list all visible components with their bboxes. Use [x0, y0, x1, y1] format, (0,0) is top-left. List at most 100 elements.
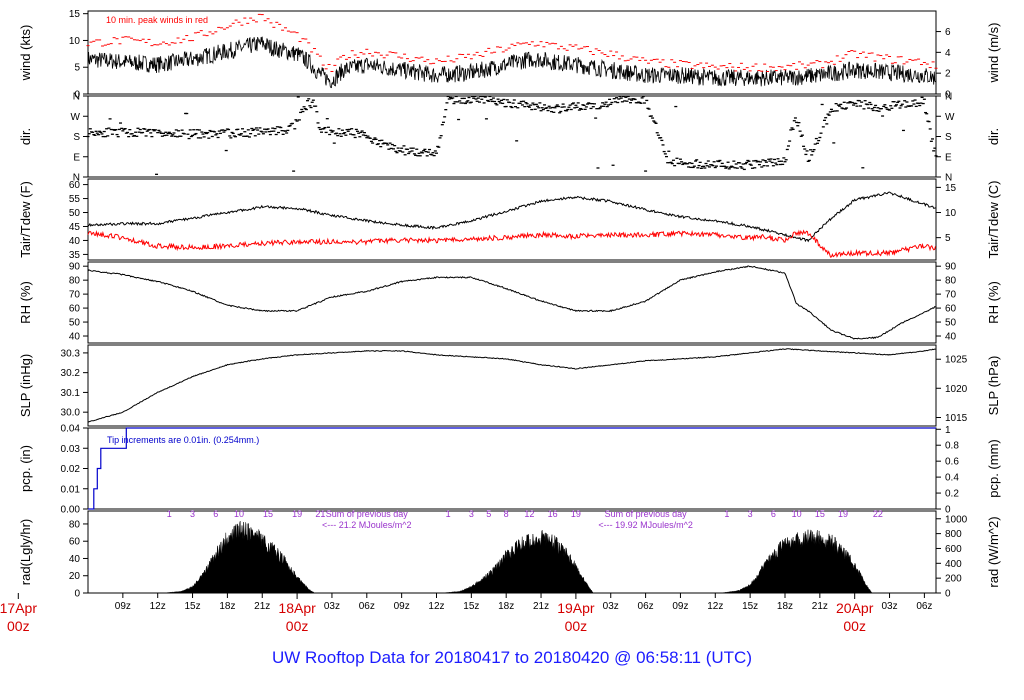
tick-label-left-pcp: 0.03: [61, 444, 81, 455]
ylabel-right-temp: Tair/Tdew (C): [986, 180, 1001, 258]
x-tick-label: 06z: [638, 601, 654, 612]
tick-label-left-temp: 40: [69, 236, 81, 247]
panel-frame-slp: [87, 344, 937, 427]
ylabel-right-rh: RH (%): [986, 281, 1001, 324]
x-tick-label: 09z: [394, 601, 410, 612]
x-tick-label: 15z: [742, 601, 758, 612]
series-rh-rh: [87, 265, 936, 340]
ylabel-right-dir: dir.: [986, 128, 1001, 145]
tick-label-left-wind: 10: [69, 36, 81, 47]
series-wind-mean: [87, 36, 937, 89]
rad-hour-mark: 19: [838, 509, 848, 519]
x-tick-label: 21z: [533, 601, 549, 612]
x-tick-label: 18z: [777, 601, 793, 612]
rad-hour-mark: 12: [524, 509, 534, 519]
rad-note-line1: Sum of previous day: [326, 509, 409, 519]
tick-label-left-slp: 30.2: [61, 368, 81, 379]
tick-label-left-temp: 45: [69, 222, 81, 233]
day-label-top: 18Apr: [278, 600, 316, 616]
tick-label-left-pcp: 0.00: [61, 505, 81, 516]
tick-label-right-dir: N: [945, 92, 952, 103]
tick-label-left-pcp: 0.04: [61, 424, 81, 435]
x-tick-label: 18z: [498, 601, 514, 612]
panel-frame-rh: [87, 261, 937, 344]
tick-label-left-temp: 35: [69, 250, 81, 261]
rad-hour-mark: 1: [446, 509, 451, 519]
tick-label-right-slp: 1015: [945, 413, 968, 424]
rad-hour-mark: 15: [263, 509, 273, 519]
x-tick-label: 03z: [881, 601, 897, 612]
tick-label-left-slp: 30.0: [61, 408, 81, 419]
ylabel-right-rad: rad (W/m^2): [986, 516, 1001, 587]
x-tick-label: 03z: [603, 601, 619, 612]
tick-label-right-pcp: 0: [945, 505, 951, 516]
series-slp-slp: [87, 348, 936, 423]
tick-label-left-slp: 30.1: [61, 388, 81, 399]
x-tick-label: 21z: [254, 601, 270, 612]
ylabel-left-temp: Tair/Tdew (F): [18, 181, 33, 258]
day-label-bottom: 00z: [7, 618, 30, 634]
tick-label-left-rh: 50: [69, 318, 81, 329]
tick-label-left-wind: 5: [74, 63, 80, 74]
tick-label-left-rh: 40: [69, 332, 81, 343]
tick-label-right-pcp: 1: [945, 425, 951, 436]
x-tick-label: 15z: [184, 601, 200, 612]
ylabel-left-wind: wind (kts): [18, 25, 33, 82]
ylabel-right-pcp: pcp. (mm): [986, 439, 1001, 498]
series-rad-day3: [721, 529, 873, 594]
rad-note-line1: Sum of previous day: [605, 509, 688, 519]
panel-frame-wind: [87, 10, 937, 95]
ylabel-left-rad: rad(Lgly/hr): [18, 519, 33, 585]
rad-hour-mark: 22: [873, 509, 883, 519]
ylabel-left-slp: SLP (inHg): [18, 354, 33, 417]
x-tick-label: 15z: [463, 601, 479, 612]
tick-label-left-slp: 30.3: [61, 348, 81, 359]
rad-hour-mark: 8: [504, 509, 509, 519]
tick-label-right-rad: 1000: [945, 514, 968, 525]
tick-label-left-rad: 40: [69, 554, 81, 565]
series-rad-day2: [442, 530, 594, 594]
tick-label-right-rad: 400: [945, 559, 962, 570]
tick-label-right-temp: 5: [945, 233, 951, 244]
tick-label-right-wind: 6: [945, 27, 951, 38]
rad-hour-mark: 10: [234, 509, 244, 519]
rad-hour-mark: 19: [292, 509, 302, 519]
tick-label-right-rh: 90: [945, 262, 957, 273]
tick-label-right-rh: 80: [945, 276, 957, 287]
tick-label-right-pcp: 0.2: [945, 489, 959, 500]
tick-label-left-rad: 0: [74, 589, 80, 600]
tick-label-right-slp: 1025: [945, 355, 968, 366]
rad-hour-mark: 19: [571, 509, 581, 519]
x-tick-label: 09z: [672, 601, 688, 612]
day-label-top: 19Apr: [557, 600, 595, 616]
tick-label-right-rh: 50: [945, 318, 957, 329]
x-tick-label: 06z: [916, 601, 932, 612]
tick-label-right-temp: 10: [945, 208, 957, 219]
rad-hour-mark: 5: [486, 509, 491, 519]
tick-label-left-rad: 20: [69, 571, 81, 582]
tick-label-left-dir: E: [73, 152, 80, 163]
x-tick-label: 12z: [707, 601, 723, 612]
rad-note-line2: <--- 19.92 MJoules/m^2: [598, 520, 693, 530]
tick-label-left-rad: 80: [69, 519, 81, 530]
tick-label-left-pcp: 0.02: [61, 464, 81, 475]
day-label-bottom: 00z: [286, 618, 309, 634]
x-tick-label: 21z: [812, 601, 828, 612]
rad-hour-mark: 3: [748, 509, 753, 519]
tick-label-right-rad: 200: [945, 574, 962, 585]
tick-label-right-rh: 60: [945, 304, 957, 315]
tick-label-right-rad: 0: [945, 589, 951, 600]
tick-label-right-rh: 70: [945, 290, 957, 301]
tick-label-right-rh: 40: [945, 332, 957, 343]
page-title: UW Rooftop Data for 20180417 to 20180420…: [271, 648, 752, 667]
day-label-top: 20Apr: [836, 600, 874, 616]
tick-label-left-rh: 80: [69, 276, 81, 287]
ylabel-right-wind: wind (m/s): [986, 23, 1001, 84]
series-pcp: [88, 427, 936, 510]
x-tick-label: 12z: [428, 601, 444, 612]
day-label-bottom: 00z: [565, 618, 588, 634]
tick-label-right-dir: E: [945, 152, 952, 163]
tick-label-left-rh: 90: [69, 262, 81, 273]
tick-label-left-dir: N: [73, 92, 80, 103]
